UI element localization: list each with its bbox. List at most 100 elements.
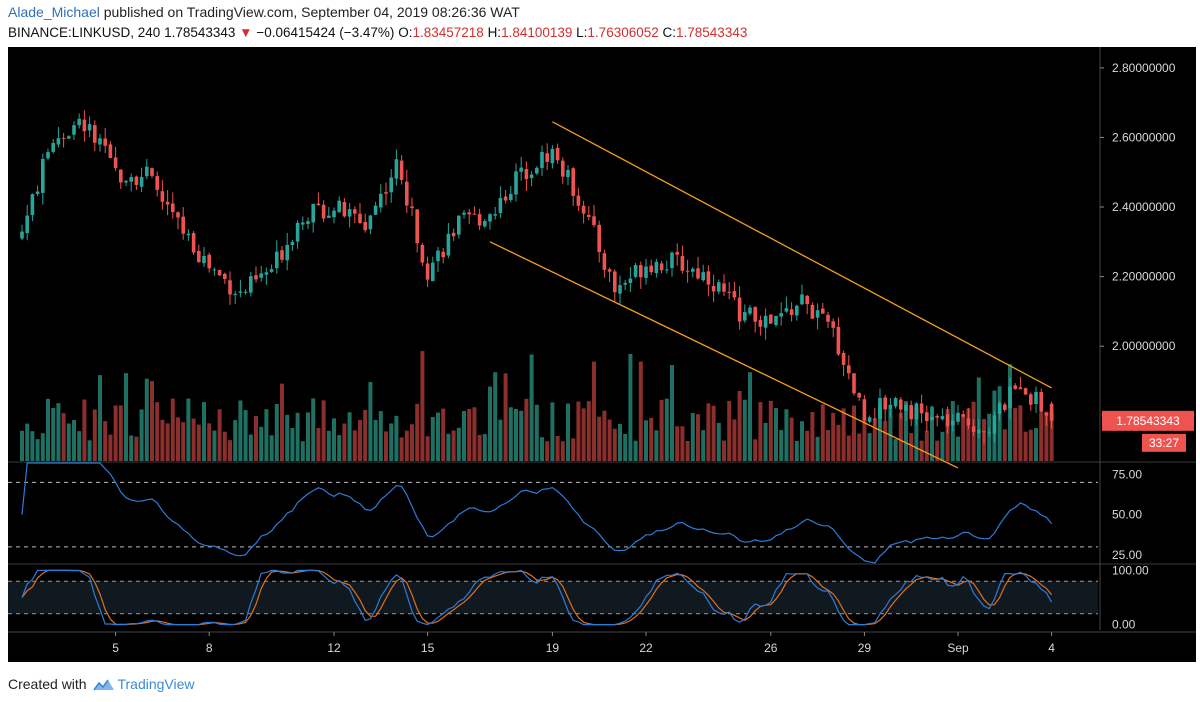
candle xyxy=(852,373,856,396)
candle-body xyxy=(67,136,71,139)
candle-body xyxy=(758,320,763,327)
price-tick-label: 2.00000000 xyxy=(1112,339,1176,353)
candle xyxy=(457,215,461,239)
candle xyxy=(706,265,711,297)
volume-bar xyxy=(243,410,248,461)
volume-bar xyxy=(779,430,784,461)
volume-bar xyxy=(139,409,144,461)
candle xyxy=(139,167,144,193)
candle xyxy=(332,207,336,224)
volume-bar xyxy=(202,402,206,461)
candle xyxy=(503,190,508,204)
volume-bar xyxy=(1044,411,1049,461)
pane-dividers xyxy=(8,47,1196,633)
candle xyxy=(925,405,929,432)
candle-body xyxy=(727,291,731,293)
candle xyxy=(982,430,986,444)
candle-body xyxy=(696,268,700,279)
volume-bar xyxy=(675,426,680,461)
candle-body xyxy=(587,214,591,217)
volume-bar xyxy=(961,415,966,461)
volume-bar xyxy=(425,436,430,461)
tradingview-brand[interactable]: TradingView xyxy=(117,676,195,692)
candle-body xyxy=(472,213,477,215)
candle xyxy=(555,143,560,164)
candle xyxy=(488,212,492,230)
volume-bar xyxy=(373,419,378,461)
author-link[interactable]: Alade_Michael xyxy=(8,4,100,20)
volume-bar xyxy=(633,440,638,461)
volume-bar xyxy=(826,430,830,461)
volume-bar xyxy=(290,428,295,461)
candle-body xyxy=(410,206,414,209)
volume-bar xyxy=(363,409,368,461)
candle-body xyxy=(1013,385,1017,389)
candle xyxy=(384,182,388,206)
volume-bar xyxy=(508,407,513,461)
volume-bar xyxy=(1028,429,1033,461)
last-price-tag-label: 1.78543343 xyxy=(1116,414,1180,428)
candle xyxy=(212,267,217,276)
candle-body xyxy=(493,214,497,216)
symbol-name[interactable]: BINANCE:LINKUSD, 240 xyxy=(8,25,161,40)
candle xyxy=(77,113,81,129)
candle xyxy=(914,402,919,425)
candle xyxy=(46,148,50,161)
candle-body xyxy=(748,307,752,314)
candle xyxy=(134,175,139,190)
volume-bar xyxy=(753,439,758,461)
candle-body xyxy=(1039,391,1043,412)
volume-bar xyxy=(1034,428,1038,461)
candle xyxy=(836,317,841,357)
candle-body xyxy=(899,399,903,410)
volume-bar xyxy=(540,437,544,461)
candle xyxy=(535,166,539,175)
candle-body xyxy=(441,251,445,258)
candle xyxy=(753,306,757,333)
volume-bar xyxy=(659,399,664,461)
candle-body xyxy=(795,305,799,316)
volume-bar xyxy=(352,430,357,461)
volume-bar xyxy=(685,441,690,461)
candle-body xyxy=(399,160,404,180)
volume-bar xyxy=(815,436,820,461)
candle xyxy=(472,206,477,215)
volume-bar xyxy=(831,412,836,461)
volume-bar xyxy=(836,424,841,461)
open-label: O: xyxy=(398,25,413,40)
channel-lower-line[interactable] xyxy=(489,241,959,469)
time-axis[interactable]: 5 8 12 15 19 22 26 29 Sep 4 xyxy=(112,632,1055,655)
volume-bar xyxy=(472,407,477,461)
descending-channel[interactable] xyxy=(489,121,1052,469)
close-value: 1.78543343 xyxy=(676,25,748,40)
candle xyxy=(150,167,154,179)
candle-body xyxy=(971,426,976,433)
volume-bar xyxy=(191,418,196,461)
volume-bar xyxy=(389,423,394,461)
candle xyxy=(805,295,809,315)
candle xyxy=(358,203,362,225)
candle-body xyxy=(1034,391,1038,405)
candle-body xyxy=(847,365,851,374)
candle-body xyxy=(103,138,107,146)
candle xyxy=(795,304,799,321)
candle xyxy=(254,266,258,283)
volume-bar xyxy=(1023,431,1028,461)
candle-body xyxy=(654,261,659,274)
price-axis[interactable]: 2.80000000 2.60000000 2.40000000 2.20000000… xyxy=(1100,61,1176,632)
volume-bar xyxy=(852,405,856,461)
candle xyxy=(1029,392,1033,411)
candle-body xyxy=(254,275,258,280)
volume-bar xyxy=(774,408,778,461)
volume-bar xyxy=(1013,408,1018,461)
channel-upper-line[interactable] xyxy=(552,121,1052,389)
volume-bar xyxy=(410,424,414,461)
candle xyxy=(514,163,518,202)
candle-body xyxy=(987,432,991,434)
candle-body xyxy=(888,404,893,409)
volume-bar xyxy=(519,410,524,461)
volume-bar xyxy=(98,375,102,461)
volume-bar xyxy=(280,383,284,461)
candle-body xyxy=(680,256,685,271)
